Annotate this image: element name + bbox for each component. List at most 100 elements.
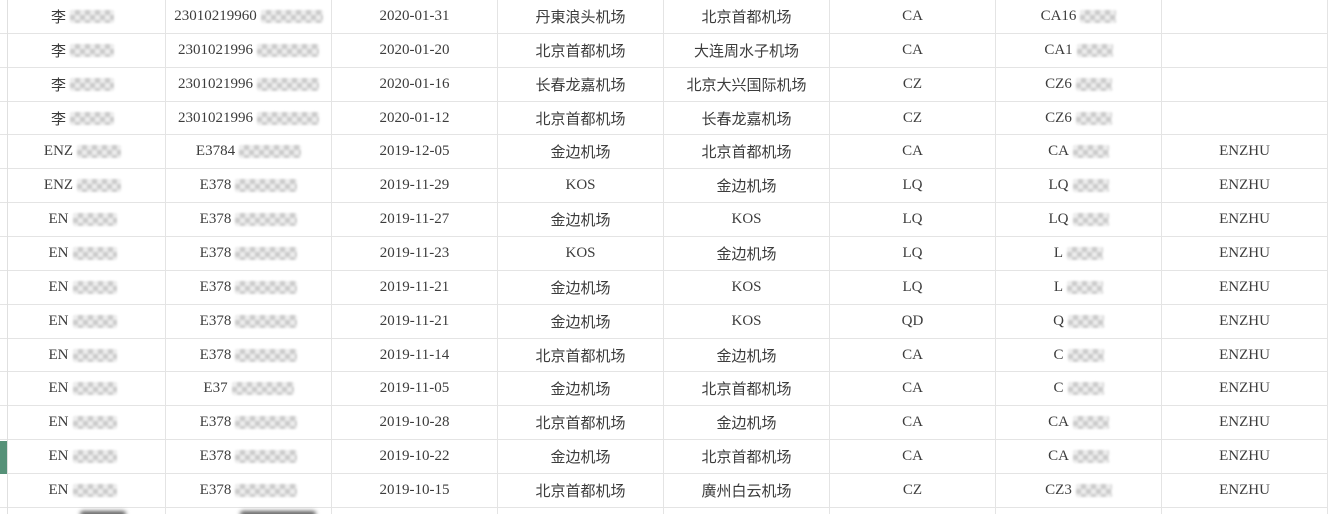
cell-tag[interactable]: ENZHU — [1162, 169, 1328, 203]
cell-arrival[interactable]: 金边机场 — [664, 169, 830, 203]
cell-tag[interactable]: ENZHU — [1162, 406, 1328, 440]
cell-departure[interactable]: 北京首都机场 — [498, 33, 664, 67]
cell-id[interactable]: E378 — [166, 406, 332, 440]
cell-id[interactable]: E37 — [166, 372, 332, 406]
cell-name[interactable]: 李 — [0, 67, 166, 101]
cell-arrival[interactable]: 大连周水子机场 — [664, 33, 830, 67]
cell-tag[interactable]: ENZHU — [1162, 237, 1328, 270]
cell-id[interactable]: 2301021996 — [166, 101, 332, 135]
cell-name[interactable]: EN — [0, 372, 166, 406]
cell-id[interactable]: 2301021996 — [166, 33, 332, 67]
cell-date[interactable]: 2019-10-22 — [332, 440, 498, 474]
cell-date[interactable]: 2020-01-16 — [332, 67, 498, 101]
cell-id[interactable]: E378 — [166, 237, 332, 270]
cell-name[interactable]: EN — [0, 237, 166, 270]
cell-flight[interactable]: L — [996, 270, 1162, 304]
cell-flight[interactable]: L — [996, 237, 1162, 270]
cell-flight[interactable]: LQ — [996, 203, 1162, 237]
cell-date[interactable]: 2019-11-21 — [332, 304, 498, 338]
cell-departure[interactable]: 金边机场 — [498, 135, 664, 169]
cell-airline[interactable]: LQ — [830, 270, 996, 304]
cell-arrival[interactable]: KOS — [664, 203, 830, 237]
cell-departure[interactable]: 金边机场 — [498, 203, 664, 237]
cell-flight[interactable]: C — [996, 338, 1162, 372]
cell-tag[interactable]: ENZHU — [1162, 203, 1328, 237]
cell-id[interactable]: E378 — [166, 270, 332, 304]
cell-date[interactable]: 2019-10-15 — [332, 474, 498, 507]
cell-id[interactable]: 2301021996 — [166, 67, 332, 101]
cell-departure[interactable]: 北京首都机场 — [498, 474, 664, 507]
cell-tag[interactable]: ENZHU — [1162, 474, 1328, 507]
cell-date[interactable]: 2019-11-29 — [332, 169, 498, 203]
cell-airline[interactable]: LQ — [830, 169, 996, 203]
cell-arrival[interactable]: KOS — [664, 270, 830, 304]
cell-airline[interactable]: CA — [830, 338, 996, 372]
cell-tag[interactable]: ENZHU — [1162, 372, 1328, 406]
cell-departure[interactable]: KOS — [498, 169, 664, 203]
cell-airline[interactable]: QD — [830, 304, 996, 338]
cell-id[interactable]: E378 — [166, 440, 332, 474]
cell-departure[interactable]: 金边机场 — [498, 372, 664, 406]
cell-airline[interactable]: CA — [830, 406, 996, 440]
cell-airline[interactable]: CA — [830, 440, 996, 474]
cell-tag[interactable] — [1162, 67, 1328, 101]
cell-id[interactable]: E378 — [166, 304, 332, 338]
cell-date[interactable]: 2020-01-20 — [332, 33, 498, 67]
cell-flight[interactable]: Q — [996, 304, 1162, 338]
cell-flight[interactable]: CA16 — [996, 0, 1162, 33]
cell-flight[interactable]: C — [996, 372, 1162, 406]
cell-airline[interactable]: CZ — [830, 101, 996, 135]
cell-date[interactable]: 2019-12-05 — [332, 135, 498, 169]
cell-name[interactable]: ENZ — [0, 169, 166, 203]
cell-name[interactable]: 李 — [0, 0, 166, 33]
cell-name[interactable]: 李 — [0, 33, 166, 67]
cell-date[interactable]: 2019-11-14 — [332, 338, 498, 372]
cell-date[interactable]: 2019-11-23 — [332, 237, 498, 270]
cell-airline[interactable]: LQ — [830, 203, 996, 237]
cell-airline[interactable]: LQ — [830, 237, 996, 270]
cell-tag[interactable] — [1162, 33, 1328, 67]
cell-arrival[interactable]: KOS — [664, 304, 830, 338]
cell-arrival[interactable]: 金边机场 — [664, 338, 830, 372]
cell-date[interactable]: 2019-11-21 — [332, 270, 498, 304]
cell-name[interactable]: EN — [0, 406, 166, 440]
cell-departure[interactable]: 金边机场 — [498, 304, 664, 338]
cell-name[interactable]: EN — [0, 304, 166, 338]
cell-name[interactable]: EN — [0, 474, 166, 507]
cell-name[interactable]: EN — [0, 440, 166, 474]
cell-id[interactable]: E378 — [166, 203, 332, 237]
cell-arrival[interactable]: 长春龙嘉机场 — [664, 101, 830, 135]
cell-tag[interactable]: ENZHU — [1162, 440, 1328, 474]
cell-flight[interactable]: CA — [996, 440, 1162, 474]
cell-airline[interactable]: CZ — [830, 67, 996, 101]
cell-arrival[interactable]: 金边机场 — [664, 237, 830, 270]
cell-name[interactable]: EN — [0, 203, 166, 237]
cell-id[interactable]: E378 — [166, 169, 332, 203]
cell-name[interactable]: EN — [0, 270, 166, 304]
cell-departure[interactable]: 北京首都机场 — [498, 406, 664, 440]
cell-id[interactable]: E3784 — [166, 135, 332, 169]
cell-tag[interactable] — [1162, 0, 1328, 33]
cell-arrival[interactable]: 金边机场 — [664, 406, 830, 440]
cell-departure[interactable]: 金边机场 — [498, 270, 664, 304]
cell-name[interactable]: EN — [0, 338, 166, 372]
cell-date[interactable]: 2020-01-31 — [332, 0, 498, 33]
cell-tag[interactable]: ENZHU — [1162, 270, 1328, 304]
cell-departure[interactable]: 长春龙嘉机场 — [498, 67, 664, 101]
cell-flight[interactable]: CZ6 — [996, 67, 1162, 101]
cell-arrival[interactable]: 北京首都机场 — [664, 372, 830, 406]
cell-date[interactable]: 2020-01-12 — [332, 101, 498, 135]
cell-date[interactable]: 2019-11-27 — [332, 203, 498, 237]
cell-flight[interactable]: CZ6 — [996, 101, 1162, 135]
cell-name[interactable]: 李 — [0, 101, 166, 135]
cell-flight[interactable]: LQ — [996, 169, 1162, 203]
cell-date[interactable]: 2019-10-28 — [332, 406, 498, 440]
cell-arrival[interactable]: 北京首都机场 — [664, 0, 830, 33]
cell-departure[interactable]: 金边机场 — [498, 440, 664, 474]
cell-date[interactable]: 2019-11-05 — [332, 372, 498, 406]
cell-arrival[interactable]: 北京首都机场 — [664, 135, 830, 169]
cell-flight[interactable]: CA — [996, 406, 1162, 440]
cell-airline[interactable]: CA — [830, 0, 996, 33]
cell-airline[interactable]: CA — [830, 135, 996, 169]
cell-tag[interactable]: ENZHU — [1162, 338, 1328, 372]
